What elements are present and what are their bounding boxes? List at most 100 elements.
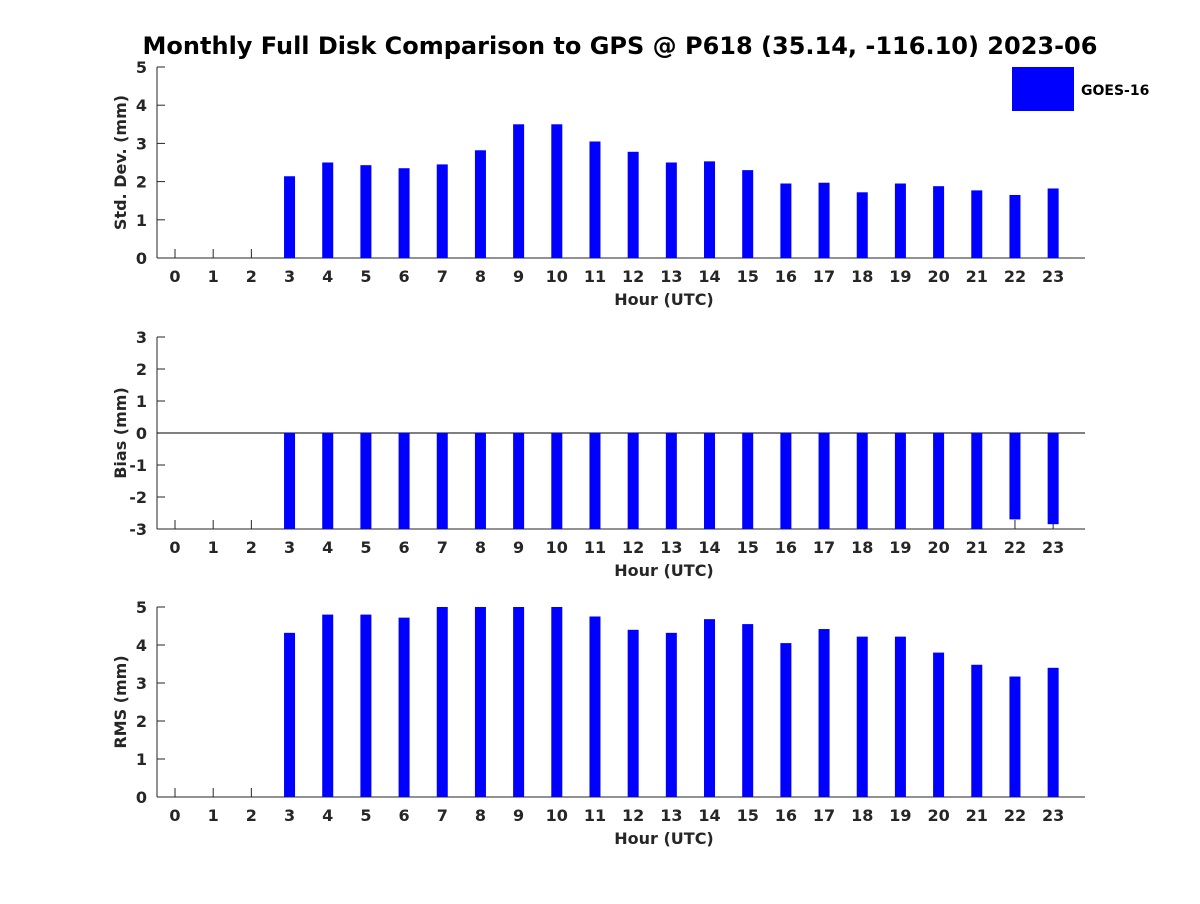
x-tick-label: 18 — [851, 538, 873, 557]
bar — [436, 433, 448, 529]
bar — [1047, 667, 1059, 797]
bar — [933, 652, 945, 797]
bar — [818, 629, 830, 797]
x-tick-label: 21 — [966, 267, 988, 286]
x-tick-label: 9 — [513, 538, 524, 557]
bar — [284, 632, 296, 797]
y-tick-label: -3 — [129, 520, 147, 539]
y-tick-label: 3 — [136, 674, 147, 693]
bar — [513, 607, 525, 797]
x-tick-label: 22 — [1004, 267, 1026, 286]
x-tick-label: 3 — [284, 538, 295, 557]
x-tick-label: 4 — [322, 806, 333, 825]
x-tick-label: 5 — [360, 806, 371, 825]
bar — [436, 607, 448, 797]
y-tick-label: 1 — [136, 392, 147, 411]
x-tick-label: 21 — [966, 806, 988, 825]
y-tick-label: 3 — [136, 134, 147, 153]
x-tick-label: 13 — [660, 538, 682, 557]
x-tick-label: 12 — [622, 267, 644, 286]
x-tick-label: 11 — [584, 806, 606, 825]
bar — [780, 643, 792, 797]
y-tick-label: 2 — [136, 360, 147, 379]
x-tick-label: 19 — [889, 538, 911, 557]
y-tick-label: 1 — [136, 750, 147, 769]
x-tick-label: 15 — [737, 267, 759, 286]
x-tick-label: 15 — [737, 806, 759, 825]
bar — [322, 614, 334, 797]
x-tick-label: 1 — [208, 538, 219, 557]
x-tick-label: 4 — [322, 267, 333, 286]
x-tick-label: 6 — [399, 806, 410, 825]
x-tick-label: 18 — [851, 806, 873, 825]
x-axis-label: Hour (UTC) — [614, 829, 714, 848]
bar — [894, 636, 906, 797]
x-tick-label: 12 — [622, 538, 644, 557]
bar — [627, 629, 639, 797]
bar — [856, 636, 868, 797]
x-tick-label: 20 — [927, 538, 949, 557]
x-tick-label: 7 — [437, 806, 448, 825]
y-tick-label: 2 — [136, 173, 147, 192]
x-tick-label: 10 — [546, 806, 568, 825]
x-tick-label: 23 — [1042, 267, 1064, 286]
bar — [322, 162, 334, 258]
x-tick-label: 19 — [889, 267, 911, 286]
x-tick-label: 12 — [622, 806, 644, 825]
y-tick-label: 5 — [136, 598, 147, 617]
x-tick-label: 6 — [399, 538, 410, 557]
y-tick-label: -2 — [129, 488, 147, 507]
x-tick-label: 22 — [1004, 538, 1026, 557]
bar — [474, 607, 486, 797]
x-tick-label: 1 — [208, 806, 219, 825]
x-tick-label: 9 — [513, 267, 524, 286]
legend-swatch — [1012, 67, 1074, 111]
bar — [627, 433, 639, 529]
x-tick-label: 7 — [437, 538, 448, 557]
bar — [284, 433, 296, 529]
bar — [551, 124, 563, 258]
y-tick-label: 4 — [136, 96, 147, 115]
bar — [436, 164, 448, 258]
bar — [1009, 676, 1021, 797]
x-tick-label: 10 — [546, 267, 568, 286]
x-tick-label: 10 — [546, 538, 568, 557]
bar — [818, 182, 830, 258]
bar — [856, 192, 868, 258]
bar — [704, 619, 716, 797]
x-tick-label: 20 — [927, 806, 949, 825]
x-tick-label: 19 — [889, 806, 911, 825]
chart-title: Monthly Full Disk Comparison to GPS @ P6… — [143, 32, 1098, 60]
x-tick-label: 20 — [927, 267, 949, 286]
x-tick-label: 4 — [322, 538, 333, 557]
legend: GOES-16 — [1012, 67, 1149, 111]
bar — [742, 624, 754, 797]
bar — [742, 433, 754, 529]
x-tick-label: 23 — [1042, 806, 1064, 825]
bar — [398, 617, 410, 797]
bar — [513, 124, 525, 258]
y-tick-label: 5 — [136, 58, 147, 77]
y-axis-label: Bias (mm) — [111, 387, 130, 479]
x-tick-label: 13 — [660, 806, 682, 825]
bar — [474, 433, 486, 529]
x-tick-label: 18 — [851, 267, 873, 286]
y-tick-label: 1 — [136, 211, 147, 230]
bar — [398, 433, 410, 529]
bar — [818, 433, 830, 529]
bar — [1047, 433, 1059, 525]
x-tick-label: 16 — [775, 538, 797, 557]
x-tick-label: 17 — [813, 538, 835, 557]
x-tick-label: 9 — [513, 806, 524, 825]
y-tick-label: 4 — [136, 636, 147, 655]
x-tick-label: 17 — [813, 267, 835, 286]
x-tick-label: 1 — [208, 267, 219, 286]
y-axis-label: RMS (mm) — [111, 655, 130, 748]
x-tick-label: 3 — [284, 806, 295, 825]
x-tick-label: 2 — [246, 267, 257, 286]
y-tick-label: 2 — [136, 712, 147, 731]
x-tick-label: 16 — [775, 806, 797, 825]
bar — [704, 433, 716, 529]
